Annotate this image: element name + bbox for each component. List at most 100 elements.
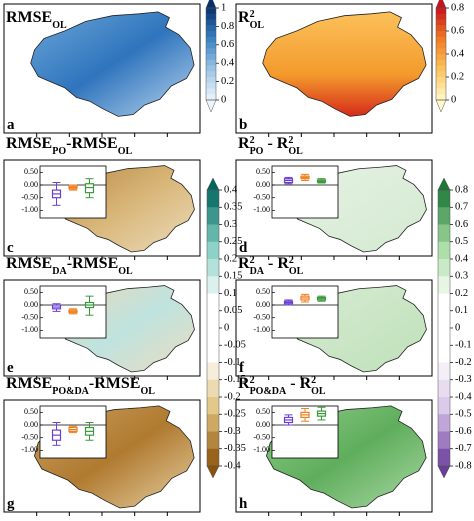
colorbar-segment — [436, 54, 446, 61]
colorbar-segment — [438, 259, 450, 277]
panel-title: R2 DA - R2 OL — [238, 255, 304, 277]
inset-y-tick-label: -0.50 — [253, 313, 270, 322]
title-subscript: PO&DA — [52, 386, 89, 397]
colorbar-tick-label: 0.1 — [455, 305, 468, 316]
colorbar-segment — [207, 241, 219, 260]
colorbar-segment — [206, 94, 216, 101]
colorbar-tick-label: -0.15 — [224, 374, 246, 385]
inset-frame — [39, 165, 107, 219]
title-subscript: OL — [289, 266, 304, 277]
inset-y-tick-label: -1.00 — [21, 205, 38, 214]
inset-y-tick-label: -1.00 — [253, 445, 270, 454]
inset-y-tick-label: -1.00 — [21, 445, 38, 454]
colorbar-segment — [207, 345, 219, 363]
colorbar-segment — [436, 31, 446, 38]
colorbar-tick-label: 0.4 — [451, 48, 465, 59]
panel-label: b — [239, 117, 247, 133]
colorbar-segment — [436, 77, 446, 84]
title-superscript: 2 — [289, 255, 294, 266]
inset-frame — [271, 285, 339, 339]
colorbar-tick-label: 0.35 — [224, 202, 242, 213]
title-text: R — [238, 9, 250, 26]
colorbar-segment — [206, 31, 216, 38]
colorbar-frame — [205, 7, 217, 101]
colorbar-tick-label: 0.5 — [455, 236, 468, 247]
panel-title: R2 OL — [238, 9, 264, 31]
colorbar-tick-label: -0.4 — [224, 460, 241, 471]
colorbar-segment — [206, 54, 216, 61]
colorbar-segment — [436, 88, 446, 95]
colorbar-bottom-triangle — [437, 465, 451, 479]
colorbar-segment — [207, 431, 219, 450]
colorbar-tick-label: -0.2 — [455, 357, 472, 368]
inset-y-tick-label: 0.50 — [24, 287, 38, 296]
colorbar-tick-label: 0.25 — [224, 236, 242, 247]
title-superscript: 2 — [250, 375, 255, 386]
colorbar-top-triangle — [435, 0, 447, 9]
title-subscript: OL — [52, 20, 67, 31]
title-text: RMSE — [6, 9, 52, 26]
panel-title: RMSEOL — [6, 9, 67, 31]
colorbar-segment — [438, 293, 450, 312]
inset-y-tick-label: 0.50 — [24, 407, 38, 416]
colorbar-segment — [206, 82, 216, 89]
title-superscript: 2 — [250, 135, 255, 146]
colorbar-segment — [438, 224, 450, 243]
region-map — [30, 11, 195, 117]
colorbar-tick-label: -0.3 — [455, 374, 472, 385]
panel-label: c — [7, 240, 14, 256]
title-text: R — [238, 255, 250, 272]
colorbar-segment — [206, 25, 216, 32]
colorbar-segment — [436, 19, 446, 26]
inset-y-tick-label: 0.00 — [24, 420, 38, 429]
inset-y-tick-label: 0.50 — [256, 287, 270, 296]
colorbar-segment — [438, 345, 450, 363]
colorbar-tick-label: 0 — [451, 94, 456, 105]
inset-y-tick-label: 0.00 — [256, 300, 270, 309]
colorbar-segment — [207, 293, 219, 312]
colorbar-segment — [206, 36, 216, 43]
colorbar-segment — [207, 362, 219, 381]
colorbar-segment — [206, 42, 216, 49]
colorbar-segment — [206, 59, 216, 66]
colorbar-segment — [436, 48, 446, 55]
title-superscript: 2 — [311, 375, 316, 386]
colorbar-tick-label: 0.4 — [221, 58, 235, 69]
colorbar-tick-label: 0.7 — [455, 202, 468, 213]
colorbar-tick-label: 0 — [221, 94, 226, 105]
colorbar-tick-label: 0.6 — [451, 25, 464, 36]
title-superscript: 2 — [250, 9, 255, 20]
colorbar-tick-label: 0.4 — [455, 253, 469, 264]
colorbar-segment — [438, 362, 450, 381]
colorbar-tick-label: 0 — [224, 322, 229, 333]
panel-label: a — [7, 117, 15, 133]
colorbar-segment — [207, 276, 219, 294]
colorbar-top-triangle — [206, 177, 220, 191]
colorbar-tick-label: 0.3 — [455, 271, 468, 282]
colorbar-segment — [207, 414, 219, 432]
colorbar-segment — [436, 8, 446, 15]
title-subscript: PO&DA — [250, 386, 287, 397]
colorbar-tick-label: 0.2 — [221, 76, 234, 87]
panel-label: f — [239, 360, 245, 376]
title-text: -RMSE — [89, 375, 141, 392]
colorbar-tick-label: 0.05 — [224, 305, 242, 316]
colorbar-segment — [438, 276, 450, 294]
title-subscript: OL — [140, 386, 155, 397]
colorbar-segment — [206, 88, 216, 95]
panel-title: RMSEPO&DA-RMSEOL — [6, 375, 155, 397]
colorbar-segment — [207, 379, 219, 398]
panel-label: g — [7, 496, 15, 512]
colorbar-segment — [206, 65, 216, 72]
colorbar-segment — [438, 414, 450, 432]
title-subscript: PO — [52, 146, 66, 157]
title-subscript: OL — [118, 266, 133, 277]
colorbar-segment — [436, 25, 446, 32]
title-text: -RMSE — [66, 135, 118, 152]
colorbar-segment — [207, 397, 219, 415]
colorbar-segment — [436, 42, 446, 49]
colorbar-segment — [206, 13, 216, 20]
inset-y-tick-label: -1.00 — [253, 325, 270, 334]
colorbar-segment — [206, 71, 216, 78]
colorbar-segment — [438, 241, 450, 260]
